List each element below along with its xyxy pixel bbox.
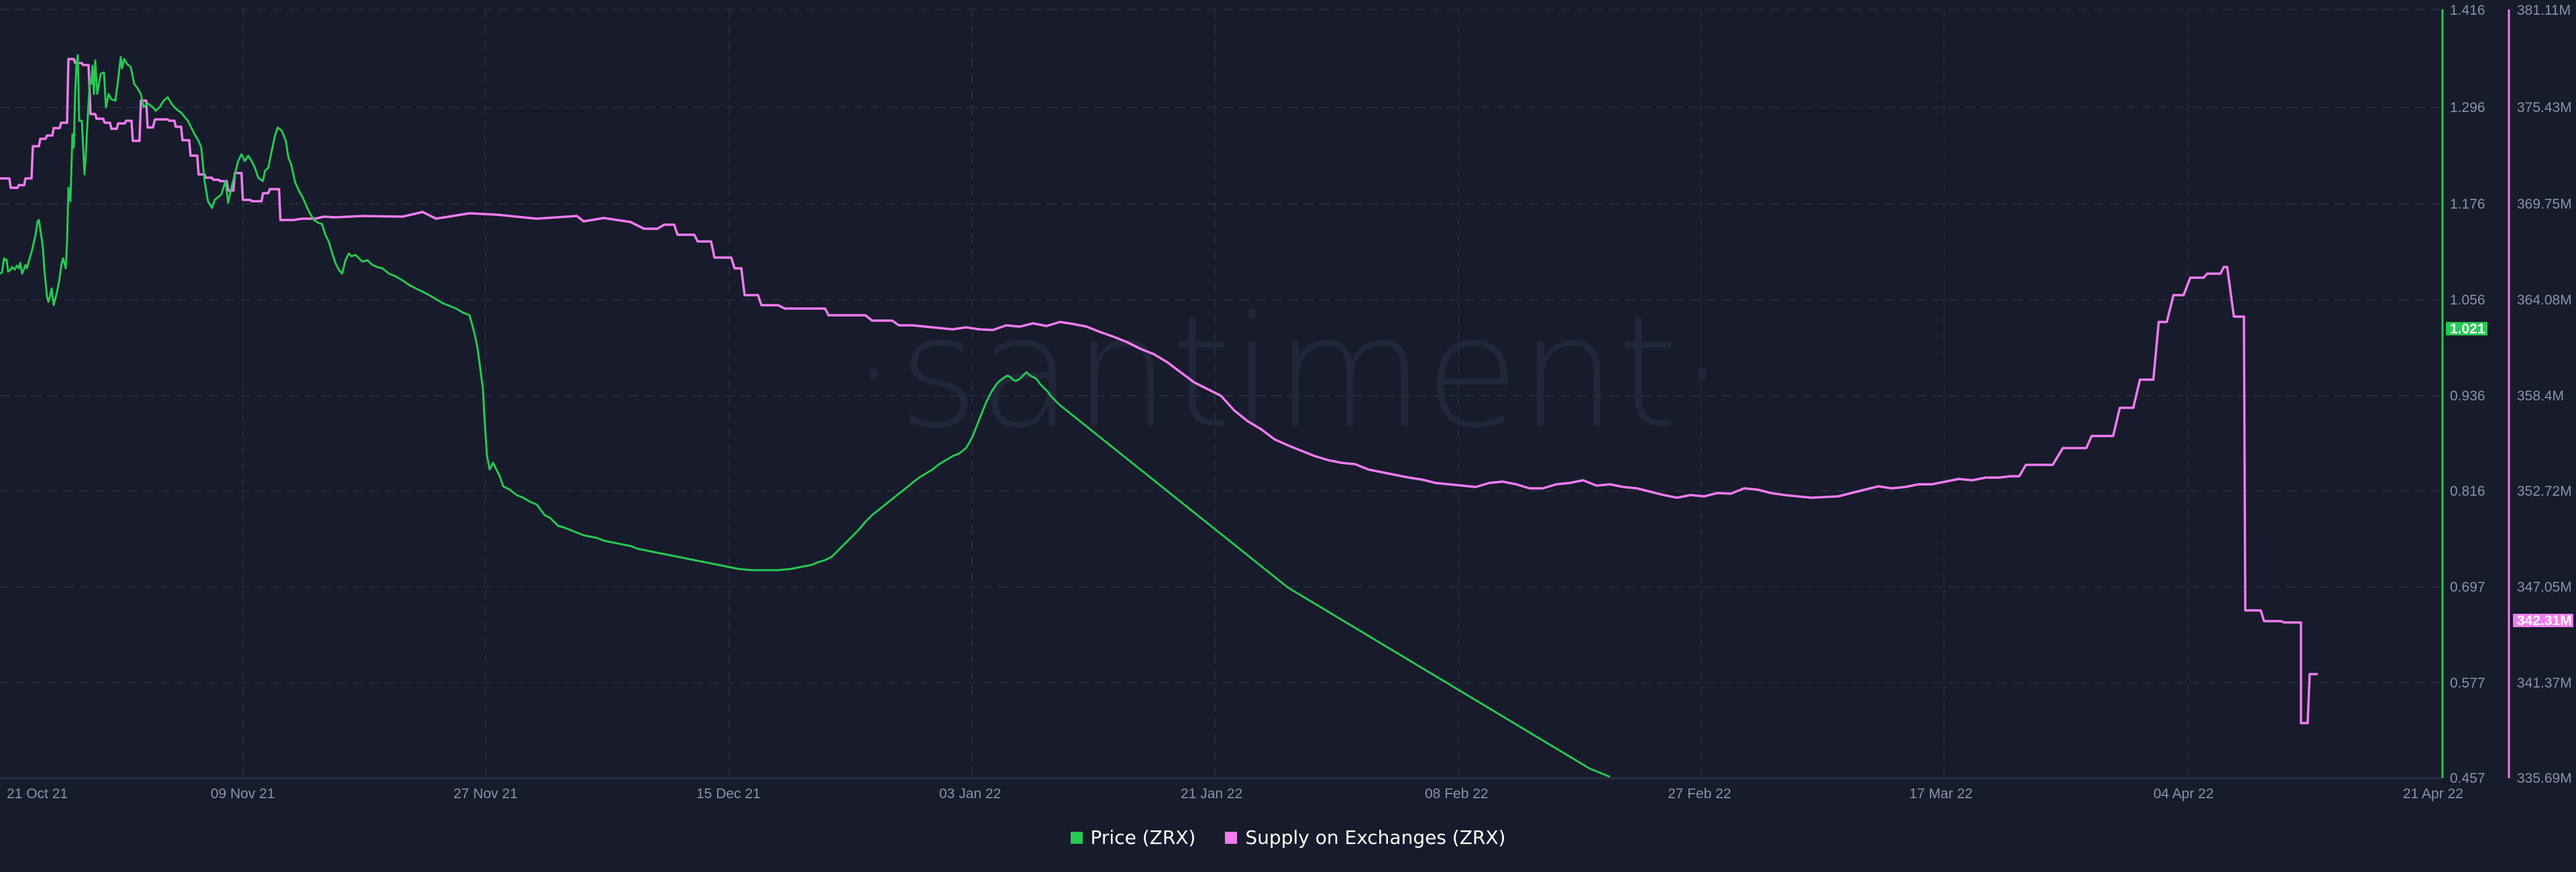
svg-text:1.296: 1.296 (2450, 100, 2485, 115)
supply-swatch-icon (1225, 831, 1238, 844)
svg-text:1.056: 1.056 (2450, 292, 2485, 308)
svg-text:342.31M: 342.31M (2517, 613, 2572, 629)
svg-text:364.08M: 364.08M (2517, 292, 2572, 308)
legend-label-price: Price (ZRX) (1090, 826, 1196, 849)
price-current-badge: 1.021 (2446, 321, 2487, 337)
svg-text:27 Nov 21: 27 Nov 21 (453, 786, 518, 802)
svg-text:21 Oct 21: 21 Oct 21 (7, 786, 68, 802)
svg-text:04 Apr 22: 04 Apr 22 (2153, 786, 2214, 802)
legend-item-price[interactable]: Price (ZRX) (1070, 826, 1196, 849)
svg-text:0.936: 0.936 (2450, 388, 2485, 404)
legend-label-supply: Supply on Exchanges (ZRX) (1245, 826, 1506, 849)
svg-text:21 Jan 22: 21 Jan 22 (1181, 786, 1242, 802)
svg-text:1.021: 1.021 (2450, 321, 2485, 337)
svg-text:341.37M: 341.37M (2517, 675, 2572, 691)
price-series-line[interactable] (0, 54, 1611, 778)
svg-text:335.69M: 335.69M (2517, 771, 2572, 786)
svg-text:369.75M: 369.75M (2517, 197, 2572, 212)
x-axis-labels: 21 Oct 21 09 Nov 21 27 Nov 21 15 Dec 21 … (7, 786, 2463, 802)
svg-text:17 Mar 22: 17 Mar 22 (1909, 786, 1973, 802)
svg-text:0.816: 0.816 (2450, 484, 2485, 499)
svg-text:09 Nov 21: 09 Nov 21 (211, 786, 275, 802)
svg-text:15 Dec 21: 15 Dec 21 (696, 786, 761, 802)
svg-text:375.43M: 375.43M (2517, 100, 2572, 115)
svg-text:358.4M: 358.4M (2517, 388, 2564, 404)
svg-text:352.72M: 352.72M (2517, 484, 2572, 499)
svg-text:03 Jan 22: 03 Jan 22 (939, 786, 1001, 802)
price-swatch-icon (1070, 831, 1083, 844)
supply-axis-ticks: 381.11M 375.43M 369.75M 364.08M 358.4M 3… (2517, 3, 2572, 786)
price-axis-ticks: 1.416 1.296 1.176 1.056 0.936 0.816 0.69… (2450, 3, 2485, 786)
svg-text:08 Feb 22: 08 Feb 22 (1425, 786, 1489, 802)
svg-text:381.11M: 381.11M (2517, 3, 2571, 18)
horizontal-gridlines (0, 9, 2442, 684)
svg-text:347.05M: 347.05M (2517, 580, 2572, 595)
legend-item-supply[interactable]: Supply on Exchanges (ZRX) (1225, 826, 1505, 849)
svg-text:0.457: 0.457 (2450, 771, 2485, 786)
svg-text:0.697: 0.697 (2450, 580, 2485, 595)
svg-text:0.577: 0.577 (2450, 675, 2485, 691)
chart-legend: Price (ZRX) Supply on Exchanges (ZRX) (0, 826, 2576, 849)
svg-text:1.176: 1.176 (2450, 197, 2485, 212)
svg-text:21 Apr 22: 21 Apr 22 (2403, 786, 2463, 802)
supply-current-badge: 342.31M (2513, 613, 2573, 629)
svg-text:27 Feb 22: 27 Feb 22 (1668, 786, 1731, 802)
svg-text:1.416: 1.416 (2450, 3, 2485, 18)
santiment-watermark: ·santiment· (849, 284, 1727, 463)
